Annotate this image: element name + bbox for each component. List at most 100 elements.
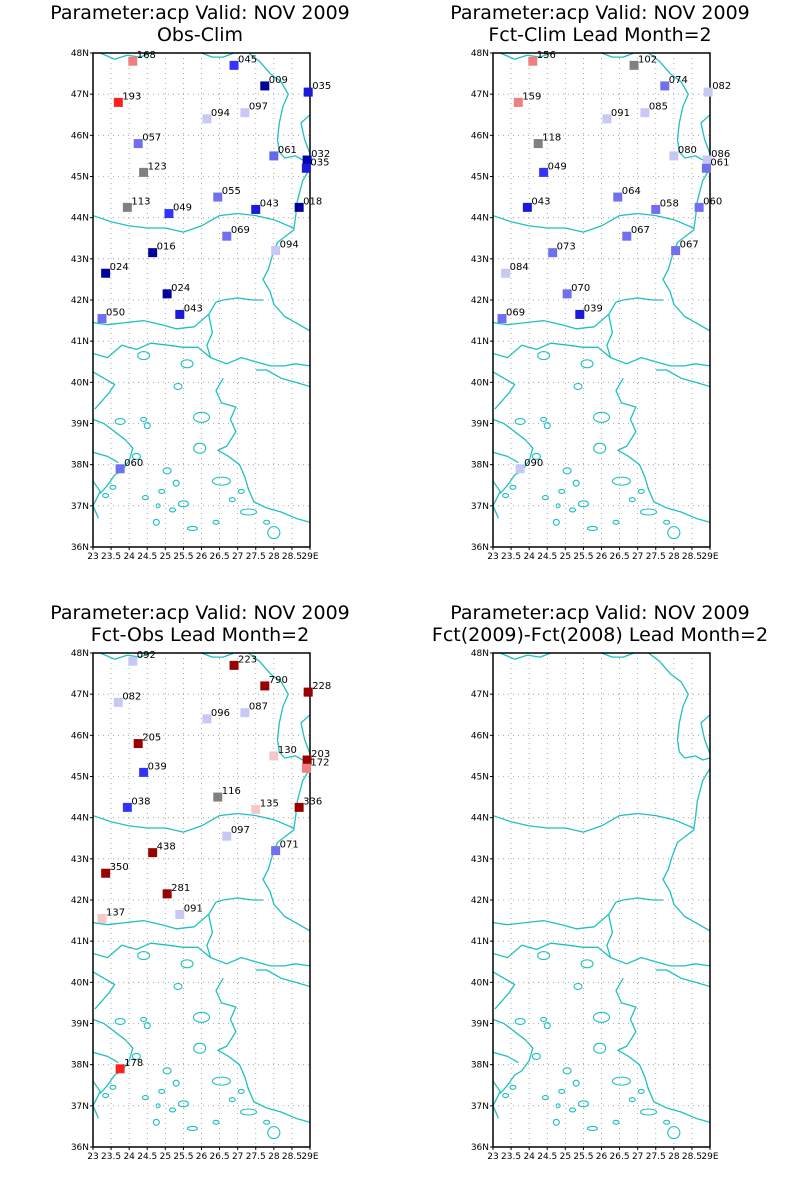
island-outline [593,1042,607,1054]
station-marker [303,87,313,97]
lat-tick-label: 37N [71,1102,89,1112]
coastline [93,418,134,494]
lat-tick-label: 46N [471,131,489,141]
station-label: 178 [124,1058,143,1069]
lat-tick-label: 41N [471,937,489,947]
lon-tick-label: 24 [123,552,135,562]
island-outline [639,1108,658,1116]
map-panel-fct-clim: Parameter:acp Valid: NOV 2009 Fct-Clim L… [400,0,800,600]
island-outline [628,497,636,503]
island-outline [158,1088,166,1094]
island-outline [572,1079,580,1087]
coastline [93,342,310,367]
station-label: 130 [278,745,297,756]
island-outline [192,1011,211,1023]
station-label: 024 [171,283,190,294]
island-outline [592,411,611,423]
coastline [700,114,710,155]
border-line [601,53,635,58]
lon-tick-label: 25.5 [173,552,193,562]
coastlines [493,653,710,1140]
island-outline [540,1016,548,1022]
station-label: 086 [711,149,730,160]
station-label: 035 [312,81,331,92]
lon-tick-label: 26 [196,552,208,562]
station-label: 050 [106,308,125,319]
lat-tick-label: 40N [71,378,89,388]
station-label: 024 [110,262,129,273]
station-label: 043 [184,303,203,314]
station-marker [113,697,123,707]
border-line [499,653,552,660]
station-marker [271,246,281,256]
lat-tick-label: 44N [471,214,489,224]
station-marker [97,314,107,324]
station-label: 058 [660,198,679,209]
coastline [493,942,710,967]
station-label: 116 [222,786,241,797]
coastlines [93,653,310,1140]
coastline [615,977,710,1123]
station-marker [164,209,174,219]
panel-title-line1: Parameter:acp Valid: NOV 2009 [50,2,350,24]
island-outline [263,519,271,525]
border-line [206,914,214,958]
lon-tick-label: 28.5 [682,552,702,562]
island-outline [637,1088,645,1094]
lon-tick-label: 27 [632,552,643,562]
island-outline [141,495,149,501]
island-outline [663,519,671,525]
border-line [606,914,614,958]
coastline [93,1051,119,1064]
island-outline [543,422,551,430]
island-outline [212,519,220,525]
plot-frame [492,52,711,548]
island-outline [628,1097,636,1103]
border-line [93,212,294,233]
lon-tick-label: 28.5 [282,1152,302,1162]
lat-tick-label: 45N [471,773,489,783]
island-outline [114,417,126,425]
station-marker [222,831,232,841]
border-line [93,812,294,833]
station-label: 156 [537,50,556,61]
lon-tick-label: 26 [196,1152,208,1162]
station-label: 223 [238,654,257,665]
island-outline [173,382,183,391]
station-label: 137 [106,908,125,919]
island-outline [502,492,510,499]
lon-tick-label: 25.5 [573,1152,593,1162]
coastline [493,1080,501,1119]
border-line [99,653,152,660]
lat-tick-label: 45N [71,173,89,183]
coastline [493,480,501,519]
lat-tick-label: 39N [471,1020,489,1030]
station-marker [575,309,585,319]
map-panel-fct-obs: Parameter:acp Valid: NOV 2009 Fct-Obs Le… [0,600,400,1200]
lon-tick-label: 25.5 [573,552,593,562]
map-plot: 36N 37N 38N 39N 40N 41N 42N 43N 44N 45N 46N 47N 48N 2… [471,49,731,562]
grid [93,653,310,1147]
station-marker [122,202,132,212]
station-label: 055 [222,186,241,197]
lat-tick-label: 36N [471,543,489,553]
station-label: 064 [622,186,641,197]
station-label: 018 [303,196,322,207]
lon-tick-label: 24 [523,552,535,562]
lat-tick-label: 44N [471,814,489,824]
map-plot: 36N 37N 38N 39N 40N 41N 42N 43N 44N 45N 46N 47N 48N 2… [71,49,331,562]
island-outline [102,1092,110,1099]
station-marker [251,804,261,814]
station-label: 193 [122,91,141,102]
border-line [493,212,694,233]
island-outline [667,1126,681,1140]
island-outline [172,479,180,487]
station-label: 085 [649,102,668,113]
station-label: 009 [269,75,288,86]
lat-tick-label: 48N [71,649,89,659]
border-line [493,897,663,930]
station-marker [622,231,632,241]
station-marker [539,167,549,177]
border-line [493,812,694,833]
lat-tick-label: 40N [471,978,489,988]
